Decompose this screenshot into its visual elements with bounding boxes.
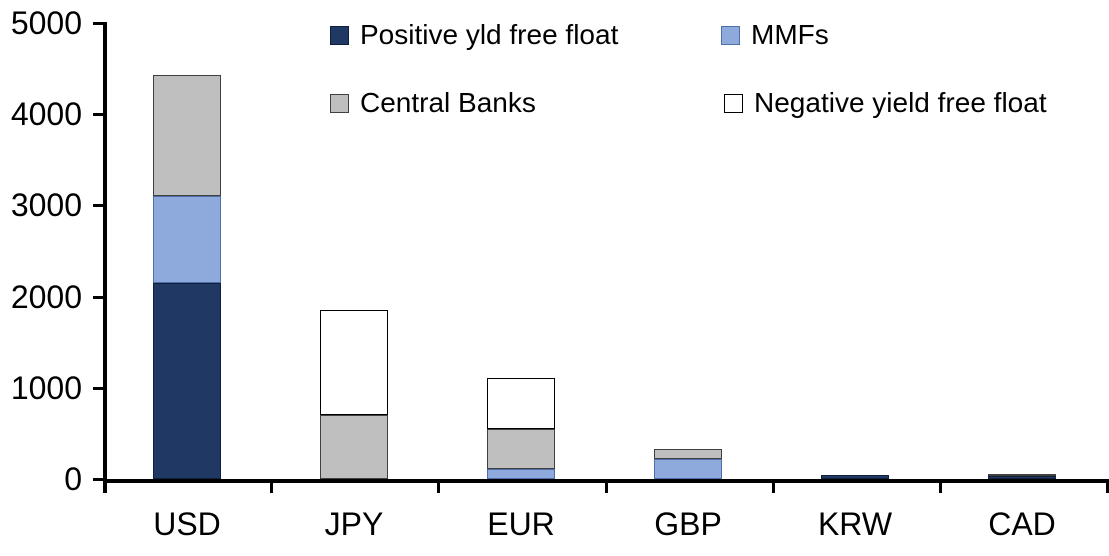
legend-item-central-banks: Central Banks	[330, 88, 536, 118]
bar-segment-jpy-negative-yield-free-float	[320, 310, 388, 415]
x-axis-tick	[437, 479, 440, 493]
x-axis-tick	[103, 479, 106, 493]
x-category-label-cad: CAD	[988, 506, 1056, 542]
y-axis-tick	[93, 296, 107, 299]
x-axis-tick	[939, 479, 942, 493]
legend-swatch-positive-yld-free-float	[330, 25, 349, 45]
legend-label-positive-yld-free-float: Positive yld free float	[360, 19, 619, 50]
y-tick-label: 4000	[10, 96, 82, 132]
legend-item-positive-yld-free-float: Positive yld free float	[330, 20, 618, 50]
x-category-label-usd: USD	[153, 506, 221, 542]
legend-swatch-mmfs	[721, 25, 740, 45]
bar-segment-gbp-central-banks	[654, 449, 722, 459]
x-axis-tick	[1106, 479, 1109, 493]
x-category-label-gbp: GBP	[654, 506, 722, 542]
bar-segment-cad-central-banks	[988, 474, 1056, 476]
x-axis-tick	[772, 479, 775, 493]
bar-segment-jpy-central-banks	[320, 415, 388, 479]
legend-label-central-banks: Central Banks	[360, 87, 536, 118]
y-tick-label: 0	[64, 461, 82, 497]
x-category-label-eur: EUR	[487, 506, 555, 542]
y-tick-label: 1000	[10, 370, 82, 406]
legend-item-negative-yield-free-float: Negative yield free float	[724, 88, 1047, 118]
y-tick-label: 3000	[10, 187, 82, 223]
y-tick-label: 5000	[10, 5, 82, 41]
legend-swatch-negative-yield-free-float	[724, 93, 743, 113]
bar-segment-gbp-mmfs	[654, 459, 722, 479]
legend-swatch-central-banks	[330, 93, 349, 113]
y-axis-tick	[93, 478, 107, 481]
x-category-label-jpy: JPY	[324, 506, 384, 542]
bar-segment-eur-mmfs	[487, 469, 555, 479]
x-axis-tick	[605, 479, 608, 493]
legend-item-mmfs: MMFs	[721, 20, 829, 50]
y-tick-label: 2000	[10, 279, 82, 315]
y-axis-tick	[93, 204, 107, 207]
legend-label-negative-yield-free-float: Negative yield free float	[754, 87, 1047, 118]
bar-segment-cad-positive-yld-free-float	[988, 476, 1056, 479]
bar-segment-usd-central-banks	[153, 75, 221, 196]
legend-label-mmfs: MMFs	[751, 19, 829, 50]
y-axis-tick	[93, 387, 107, 390]
y-axis-line	[103, 23, 107, 493]
x-category-label-krw: KRW	[817, 506, 893, 542]
bar-segment-eur-central-banks	[487, 429, 555, 469]
bar-segment-eur-negative-yield-free-float	[487, 378, 555, 429]
x-axis-tick	[270, 479, 273, 493]
y-axis-tick	[93, 113, 107, 116]
bar-segment-usd-mmfs	[153, 196, 221, 283]
bar-segment-usd-positive-yld-free-float	[153, 283, 221, 479]
bar-segment-krw-positive-yld-free-float	[821, 475, 889, 479]
y-axis-tick	[93, 22, 107, 25]
